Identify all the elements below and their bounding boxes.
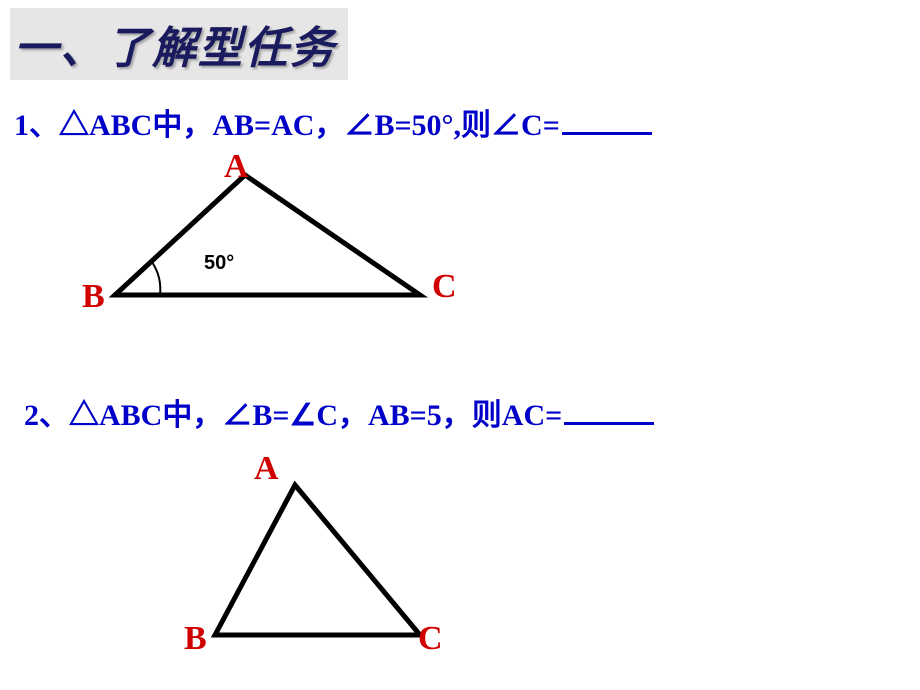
triangle-2-label-A: A <box>254 450 279 488</box>
triangle-2-label-B: B <box>184 620 207 658</box>
triangle-2-label-C: C <box>418 620 443 658</box>
triangle-2-shape <box>215 485 420 635</box>
triangle-2-svg <box>0 0 920 690</box>
